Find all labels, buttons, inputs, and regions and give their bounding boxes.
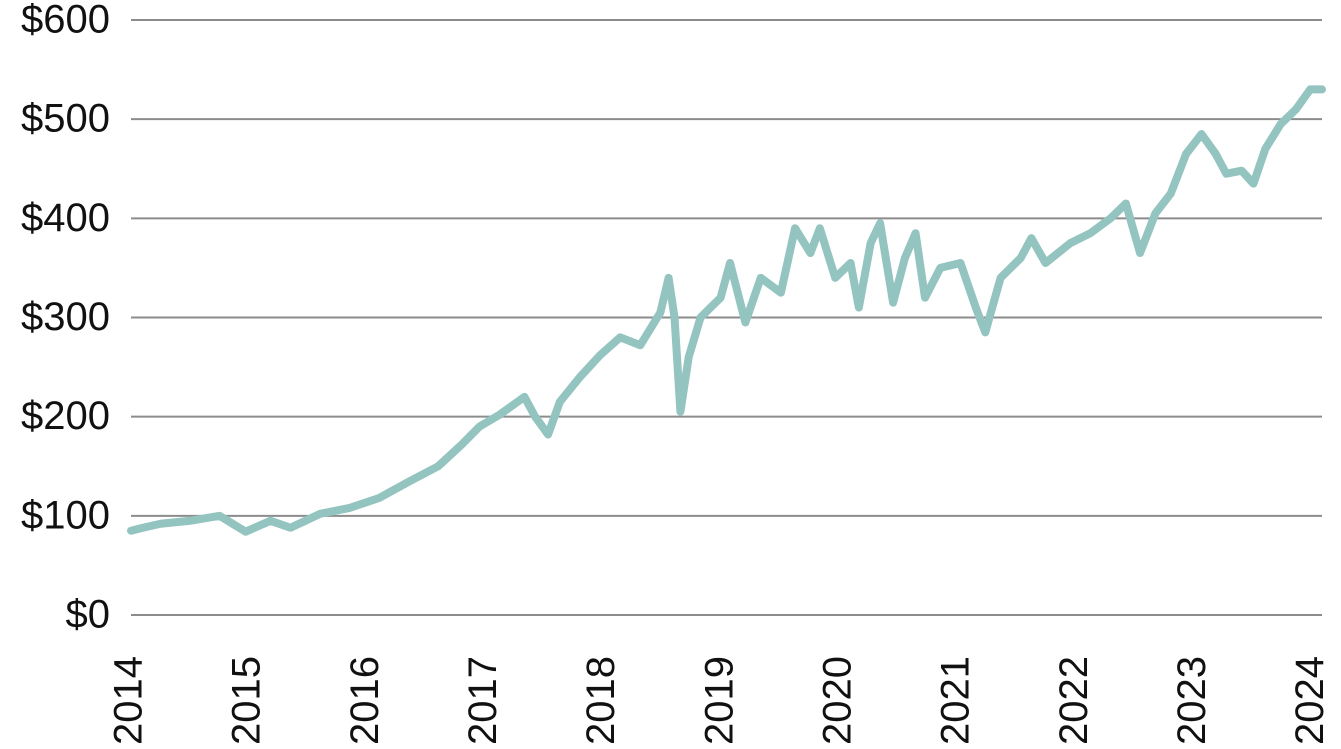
y-tick-label: $500 (21, 97, 110, 141)
price-line (127, 85, 1326, 536)
y-tick-label: $200 (21, 394, 110, 438)
x-tick-label: 2016 (343, 656, 387, 745)
x-tick-label: 2014 (107, 656, 151, 745)
x-tick-label: 2020 (815, 656, 859, 745)
x-tick-label: 2023 (1170, 656, 1214, 745)
x-tick-label: 2017 (461, 656, 505, 745)
y-tick-label: $300 (21, 295, 110, 339)
x-tick-label: 2022 (1052, 656, 1096, 745)
x-tick-label: 2018 (579, 656, 623, 745)
y-tick-label: $100 (21, 493, 110, 537)
y-tick-label: $600 (21, 0, 110, 42)
x-tick-label: 2015 (225, 656, 269, 745)
y-tick-label: $0 (66, 593, 111, 637)
x-tick-label: 2019 (697, 656, 741, 745)
x-tick-label: 2024 (1288, 656, 1332, 745)
x-tick-label: 2021 (934, 656, 978, 745)
y-tick-label: $400 (21, 196, 110, 240)
